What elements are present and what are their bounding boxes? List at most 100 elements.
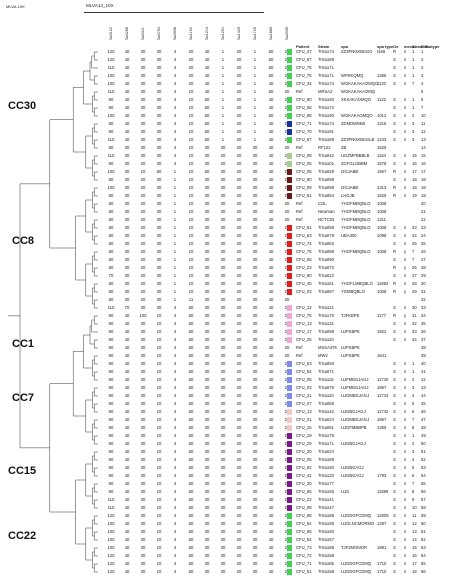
repeat-count: 20 [236, 273, 242, 278]
cell-gen: 52 [421, 457, 426, 462]
cell-meca: y [404, 249, 407, 254]
cell-gen: 22 [421, 217, 426, 222]
repeat-count: 20 [236, 57, 242, 62]
repeat-count: 30 [204, 265, 210, 270]
repeat-count: 30 [140, 545, 146, 550]
cell-spa-type: 11743 [377, 393, 389, 398]
cell-strain: MRSA2 [318, 89, 333, 94]
repeat-count: 20 [236, 177, 242, 182]
repeat-count: 30 [220, 401, 226, 406]
cell-strain: TrSa171 [318, 65, 334, 70]
repeat-count: 20 [188, 57, 194, 62]
cell-ox: S [393, 65, 396, 70]
cell-meca: n [404, 329, 407, 334]
cell-gen: 65 [421, 561, 426, 566]
cell-spa: TJFKBPE [341, 313, 360, 318]
cell-ox: S [393, 97, 396, 102]
repeat-count: 30 [140, 521, 146, 526]
repeat-count: 50 [188, 545, 194, 550]
repeat-count: 30 [220, 369, 226, 374]
repeat-count: 20 [140, 289, 146, 294]
repeat-count: 30 [140, 97, 146, 102]
repeat-count: 20 [236, 321, 242, 326]
repeat-count: 20 [236, 209, 242, 214]
repeat-count: 40 [124, 81, 130, 86]
repeat-count: 1 [221, 81, 225, 86]
repeat-count: 30 [220, 545, 226, 550]
repeat-count: 30 [124, 281, 130, 286]
cell-meca: n [404, 545, 407, 550]
cell-strain: TrSa073 [318, 265, 334, 270]
cell-gen: 44 [421, 393, 426, 398]
repeat-count: 40 [268, 505, 274, 510]
repeat-count: 100 [107, 185, 115, 190]
repeat-count: 40 [124, 353, 130, 358]
table-row: 120403010450303020304020CFU_68TrSa188UJG… [0, 512, 474, 520]
cell-ox: S [393, 425, 396, 430]
cell-strain: TrSa174 [318, 49, 334, 54]
repeat-count: 40 [268, 137, 274, 142]
cell-strain: TrSa170 [318, 313, 334, 318]
repeat-count: 20 [140, 281, 146, 286]
cell-patient: CFU_20 [296, 449, 312, 454]
cell-strain: Newman [318, 209, 335, 214]
repeat-count: 40 [124, 545, 130, 550]
patient-color-swatch [287, 409, 292, 415]
repeat-count: 20 [236, 337, 242, 342]
repeat-count: 30 [220, 297, 226, 302]
repeat-count: 30 [140, 105, 146, 110]
repeat-count: 50 [188, 313, 194, 318]
repeat-count: 120 [107, 553, 115, 558]
repeat-count: 50 [204, 97, 210, 102]
cell-meca: n [404, 257, 407, 262]
cell-sid: 2 [412, 377, 415, 382]
repeat-count: 50 [188, 321, 194, 326]
repeat-count: 40 [124, 97, 130, 102]
patient-color-swatch [287, 241, 292, 247]
repeat-count: 50 [188, 473, 194, 478]
cell-ox: S [393, 337, 396, 342]
repeat-count: 30 [220, 273, 226, 278]
table-row: 70302030110303020304020CFU_80TrSa022Sn27… [0, 272, 474, 280]
repeat-count: 30 [252, 441, 258, 446]
repeat-count: 30 [140, 481, 146, 486]
cell-patient: CFU_62 [296, 465, 312, 470]
repeat-count: 50 [188, 481, 194, 486]
repeat-count: 40 [268, 481, 274, 486]
table-row: 60302030110303020304020CFU_63TrSa078UBA3… [0, 232, 474, 240]
repeat-count: 40 [268, 529, 274, 534]
repeat-count: 30 [156, 105, 162, 110]
locus-header: Sa0906 [173, 26, 177, 40]
repeat-count: 4 [173, 73, 177, 78]
repeat-count: 30 [252, 193, 258, 198]
cell-ox: S [393, 81, 396, 86]
repeat-count: 20 [284, 89, 290, 94]
repeat-count: 90 [108, 449, 114, 454]
cell-sid: 29 [412, 289, 417, 294]
cell-meca: n [404, 273, 407, 278]
cell-sid: 1 [412, 49, 415, 54]
repeat-count: 30 [220, 409, 226, 414]
repeat-count: 40 [124, 465, 130, 470]
repeat-count: 30 [220, 569, 226, 574]
cell-patient: CFU_74 [296, 241, 312, 246]
repeat-count: 30 [252, 201, 258, 206]
cell-spa: WGKAKAOMQO [341, 113, 373, 118]
cell-ox: S [393, 545, 396, 550]
table-row: 90403010450303020304020CFU_17TrSa096UJFK… [0, 328, 474, 336]
cell-sid: 18 [412, 177, 417, 182]
cell-sid: 16 [412, 161, 417, 166]
repeat-count: 30 [220, 257, 226, 262]
patient-color-swatch [287, 361, 292, 367]
cell-sid: 25 [412, 241, 417, 246]
table-row: 90403010450303020304020CFU_05TrSa189Sn45… [0, 456, 474, 464]
cell-spa-type: 1008 [377, 209, 387, 214]
cell-patient: Ref [296, 345, 303, 350]
meta-header: Ox [393, 44, 399, 49]
cell-ox: R [393, 289, 397, 294]
cell-spa-type: 1867 [377, 417, 387, 422]
repeat-count: 20 [236, 449, 242, 454]
repeat-count: 30 [156, 89, 162, 94]
cell-meca: n [404, 121, 407, 126]
cell-sid: 26 [412, 265, 417, 270]
